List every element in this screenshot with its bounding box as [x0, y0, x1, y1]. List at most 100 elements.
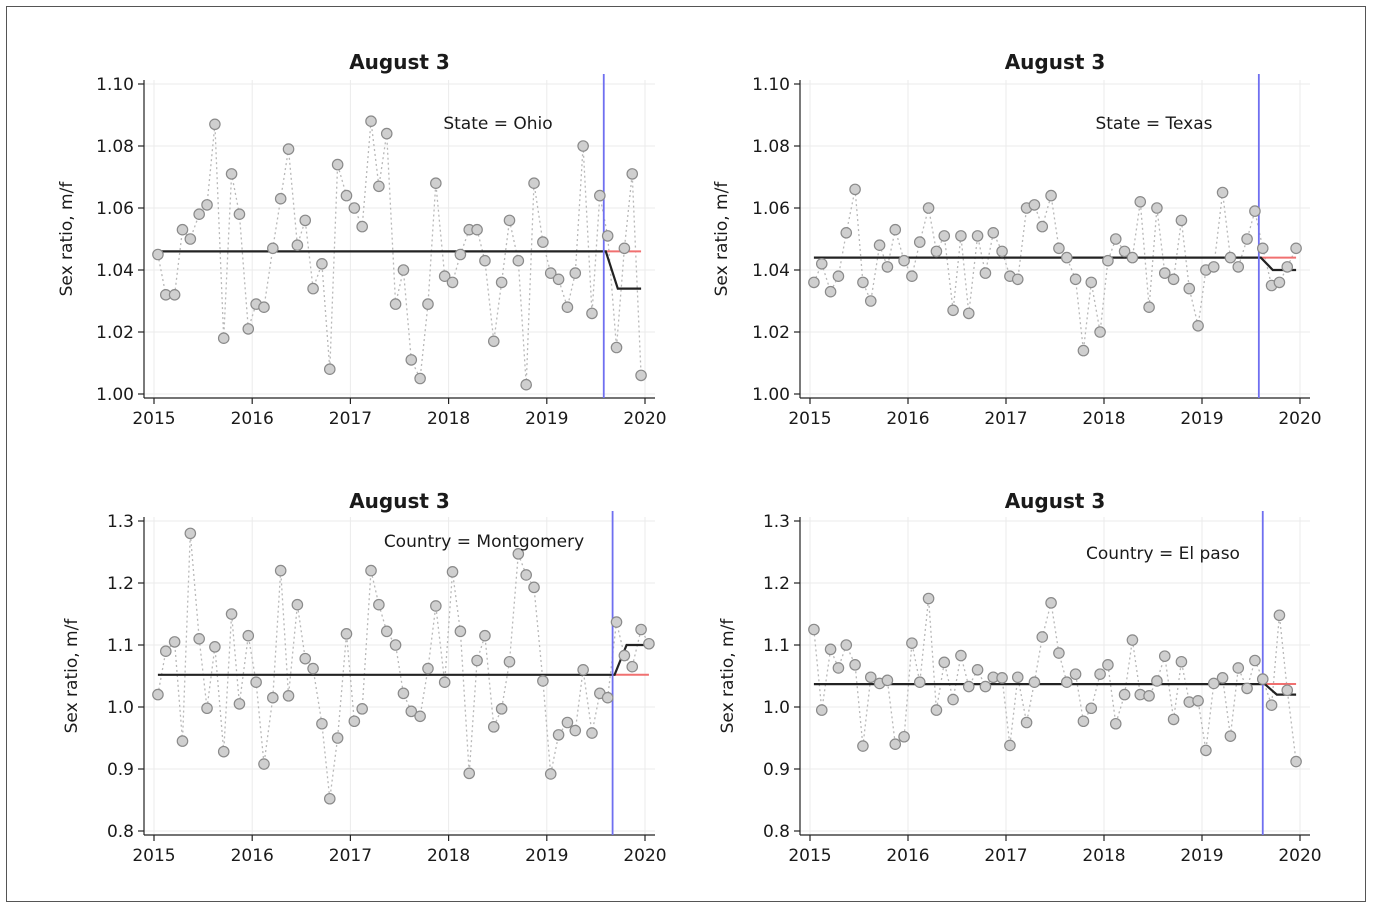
- data-point: [258, 758, 270, 770]
- data-point: [947, 304, 959, 317]
- series-dotted-line: [157, 533, 650, 799]
- data-point: [840, 227, 853, 239]
- data-point: [446, 276, 459, 289]
- data-point: [1036, 220, 1049, 233]
- data-point: [1249, 654, 1261, 667]
- x-tick-label: 2016: [231, 409, 274, 429]
- data-point: [577, 140, 589, 152]
- data-point: [635, 369, 647, 382]
- y-tick-label: 0.8: [107, 822, 134, 842]
- x-tick-label: 2019: [1180, 846, 1223, 866]
- data-point: [520, 569, 532, 581]
- data-point: [217, 745, 230, 758]
- data-point: [1167, 273, 1180, 286]
- data-point: [898, 730, 910, 743]
- data-point: [601, 691, 614, 704]
- data-point: [635, 623, 647, 636]
- x-tick-label: 2015: [132, 409, 175, 429]
- data-point: [1207, 677, 1220, 690]
- data-point: [463, 767, 476, 780]
- data-point: [913, 676, 926, 688]
- data-point: [438, 270, 451, 282]
- data-point: [168, 288, 181, 301]
- x-tick-label: 2015: [132, 846, 175, 866]
- y-tick-label: 0.9: [107, 760, 134, 780]
- data-point: [618, 242, 631, 255]
- x-tick-label: 2016: [886, 409, 929, 429]
- data-point: [610, 341, 623, 354]
- y-tick-label: 1.10: [752, 75, 790, 95]
- data-point: [840, 639, 853, 651]
- data-point: [815, 704, 828, 716]
- data-point: [307, 282, 319, 295]
- data-point: [1053, 242, 1065, 255]
- x-tick-label: 2015: [788, 846, 831, 866]
- data-point: [1118, 688, 1131, 701]
- data-point: [365, 115, 377, 127]
- data-point: [815, 257, 828, 270]
- data-point: [561, 301, 574, 313]
- data-point: [594, 189, 606, 202]
- x-tick-label: 2019: [525, 409, 568, 429]
- data-point: [1028, 676, 1041, 688]
- y-tick-label: 0.9: [763, 760, 790, 780]
- data-point: [857, 740, 869, 752]
- data-point: [824, 643, 837, 656]
- y-tick-label: 1.04: [752, 261, 790, 281]
- data-point: [1004, 739, 1016, 752]
- data-point: [1273, 276, 1286, 289]
- data-point: [233, 698, 246, 710]
- data-point: [906, 270, 918, 282]
- x-tick-label: 2018: [1082, 846, 1125, 866]
- data-point: [225, 168, 238, 180]
- data-point: [552, 273, 565, 286]
- data-point: [225, 608, 238, 620]
- data-point: [873, 239, 886, 251]
- x-tick-label: 2020: [623, 409, 666, 429]
- data-point: [274, 192, 287, 205]
- x-tick-label: 2017: [329, 846, 372, 866]
- data-point: [898, 254, 910, 267]
- data-point: [537, 675, 549, 687]
- x-tick-label: 2018: [427, 409, 470, 429]
- data-point: [487, 721, 500, 733]
- y-tick-label: 1.08: [96, 137, 134, 157]
- data-point: [1028, 199, 1041, 211]
- data-point: [808, 623, 820, 636]
- data-point: [152, 688, 164, 701]
- x-tick-label: 2018: [1082, 409, 1125, 429]
- data-point: [955, 230, 967, 242]
- data-point: [979, 267, 992, 279]
- data-point: [552, 729, 565, 741]
- data-point: [348, 715, 361, 728]
- data-point: [1060, 676, 1073, 688]
- data-point: [955, 649, 967, 662]
- y-axis-label: Sex ratio, m/f: [712, 181, 732, 297]
- y-tick-label: 1.3: [763, 512, 790, 532]
- data-point: [1290, 755, 1302, 768]
- data-point: [389, 639, 402, 651]
- data-point: [1281, 261, 1294, 273]
- data-point: [930, 704, 943, 716]
- data-point: [1077, 344, 1090, 357]
- data-point: [544, 267, 557, 279]
- data-point: [258, 301, 270, 313]
- data-point: [380, 127, 393, 140]
- data-point: [479, 629, 491, 642]
- chart-title: August 3: [349, 489, 450, 513]
- x-tick-label: 2015: [788, 409, 831, 429]
- data-point: [495, 276, 508, 289]
- data-point: [233, 208, 246, 220]
- data-point: [643, 637, 655, 650]
- x-tick-label: 2017: [329, 409, 372, 429]
- figure: 1.00 1.02 1.04 1.06 1.08 1.10 2015 2016 2017 2018…: [6, 6, 1366, 902]
- x-tick-label: 2019: [1180, 409, 1223, 429]
- data-point: [971, 230, 984, 242]
- x-tick-label: 2018: [427, 846, 470, 866]
- data-point: [889, 738, 902, 750]
- data-point: [832, 270, 845, 282]
- data-point: [626, 168, 639, 180]
- data-point: [1134, 196, 1147, 208]
- panel-annotation: Country = El paso: [1086, 544, 1240, 564]
- data-point: [1265, 699, 1278, 711]
